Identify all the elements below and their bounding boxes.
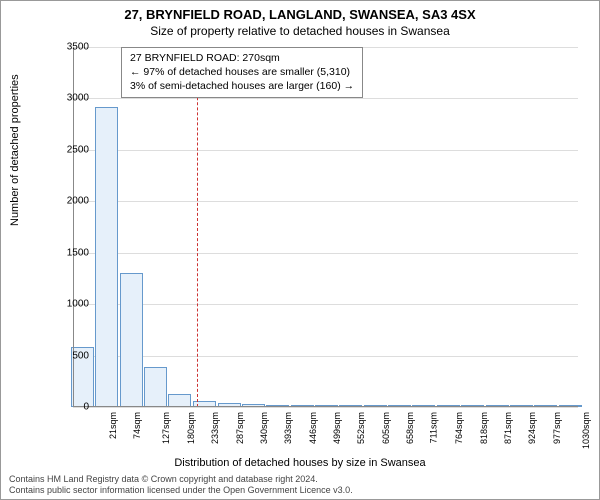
x-tick-label: 499sqm	[332, 412, 342, 444]
x-tick-label: 21sqm	[108, 412, 118, 439]
title-sub: Size of property relative to detached ho…	[1, 24, 599, 38]
histogram-bar	[144, 367, 167, 407]
x-tick-label: 552sqm	[356, 412, 366, 444]
x-tick-label: 287sqm	[235, 412, 245, 444]
x-tick-label: 393sqm	[283, 412, 293, 444]
histogram-bar	[168, 394, 191, 407]
info-line-1: 27 BRYNFIELD ROAD: 270sqm	[130, 51, 354, 65]
info-box: 27 BRYNFIELD ROAD: 270sqm ← 97% of detac…	[121, 47, 363, 98]
x-tick-label: 340sqm	[259, 412, 269, 444]
y-tick-label: 1500	[49, 247, 89, 258]
footer: Contains HM Land Registry data © Crown c…	[9, 474, 353, 496]
x-tick-label: 818sqm	[479, 412, 489, 444]
y-axis-label: Number of detached properties	[9, 74, 21, 226]
x-tick-label: 233sqm	[210, 412, 220, 444]
x-tick-label: 658sqm	[405, 412, 415, 444]
x-axis-line	[73, 406, 578, 407]
y-tick-label: 3000	[49, 93, 89, 104]
histogram-bar	[120, 273, 143, 407]
x-tick-label: 127sqm	[161, 412, 171, 444]
info-line-2: ← 97% of detached houses are smaller (5,…	[130, 65, 354, 79]
footer-line-2: Contains public sector information licen…	[9, 485, 353, 496]
y-tick-label: 500	[49, 350, 89, 361]
x-tick-label: 711sqm	[429, 412, 439, 443]
y-tick-label: 1000	[49, 299, 89, 310]
x-tick-label: 977sqm	[552, 412, 562, 444]
gridline	[73, 407, 578, 408]
footer-line-1: Contains HM Land Registry data © Crown c…	[9, 474, 353, 485]
y-tick-label: 2500	[49, 144, 89, 155]
gridline	[73, 356, 578, 357]
reference-line	[197, 47, 198, 407]
x-tick-label: 764sqm	[454, 412, 464, 444]
x-axis-label: Distribution of detached houses by size …	[1, 457, 599, 469]
y-tick-label: 3500	[49, 42, 89, 53]
gridline	[73, 150, 578, 151]
histogram-bar	[95, 107, 118, 407]
gridline	[73, 304, 578, 305]
chart-container: 27, BRYNFIELD ROAD, LANGLAND, SWANSEA, S…	[0, 0, 600, 500]
y-tick-label: 2000	[49, 196, 89, 207]
gridline	[73, 98, 578, 99]
x-tick-label: 605sqm	[381, 412, 391, 444]
y-tick-label: 0	[49, 402, 89, 413]
x-tick-label: 180sqm	[186, 412, 196, 444]
x-tick-label: 74sqm	[132, 412, 142, 439]
x-tick-label: 1030sqm	[581, 412, 591, 449]
gridline	[73, 253, 578, 254]
plot-area: 21sqm74sqm127sqm180sqm233sqm287sqm340sqm…	[73, 47, 578, 407]
x-tick-label: 924sqm	[527, 412, 537, 444]
x-tick-label: 446sqm	[308, 412, 318, 444]
gridline	[73, 201, 578, 202]
title-main: 27, BRYNFIELD ROAD, LANGLAND, SWANSEA, S…	[1, 7, 599, 22]
info-line-3: 3% of semi-detached houses are larger (1…	[130, 79, 354, 93]
x-tick-label: 871sqm	[503, 412, 513, 444]
